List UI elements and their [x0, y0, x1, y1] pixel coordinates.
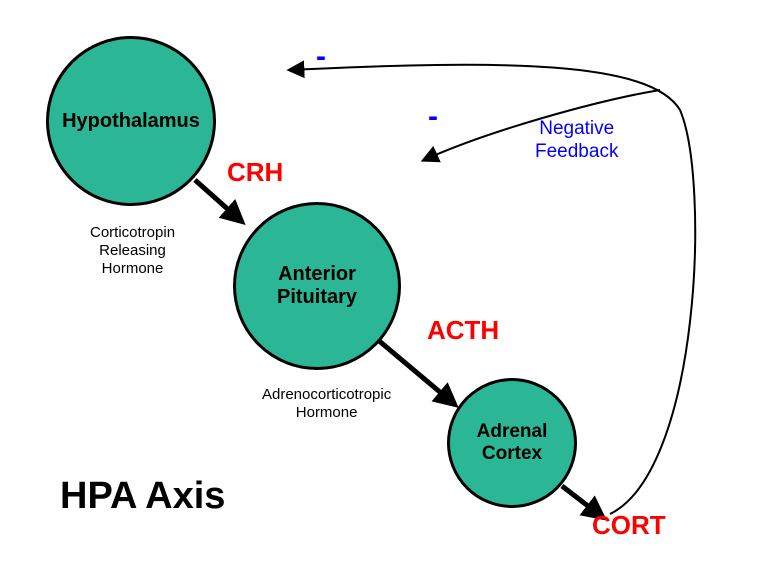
node-hypothalamus-label: Hypothalamus [62, 110, 200, 133]
node-pituitary: AnteriorPituitary [233, 202, 401, 370]
desc-crh: CorticotropinReleasingHormone [90, 224, 175, 278]
node-adrenal-label: AdrenalCortex [477, 421, 548, 465]
label-acth: ACTH [427, 315, 499, 346]
label-crh: CRH [227, 157, 283, 188]
minus-icon: - [428, 100, 438, 134]
diagram-title: HPA Axis [60, 475, 225, 518]
desc-acth: AdrenocorticotropicHormone [262, 386, 391, 422]
label-negative-feedback: NegativeFeedback [535, 118, 618, 164]
node-pituitary-label: AnteriorPituitary [277, 263, 357, 309]
label-cort: CORT [592, 510, 666, 541]
minus-icon: - [316, 40, 326, 74]
diagram-stage: Hypothalamus AnteriorPituitary AdrenalCo… [0, 0, 768, 576]
node-hypothalamus: Hypothalamus [46, 36, 216, 206]
node-adrenal: AdrenalCortex [447, 378, 577, 508]
